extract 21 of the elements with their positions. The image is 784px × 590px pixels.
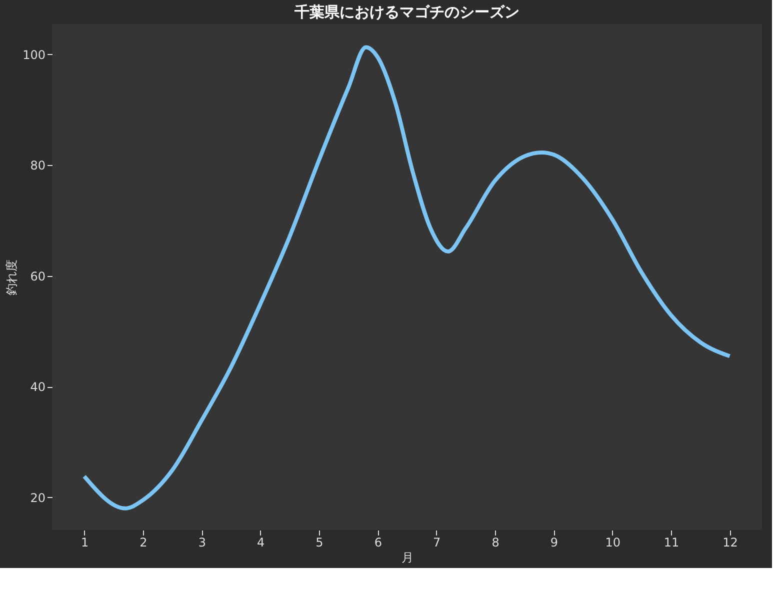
y-tick-label: 40 (30, 380, 46, 394)
x-tick-label: 5 (316, 536, 324, 550)
line-series (82, 45, 732, 510)
y-tick-label: 60 (30, 269, 46, 284)
x-tick-label: 8 (492, 536, 500, 550)
y-axis-title: 釣れ度 (4, 260, 19, 296)
y-tick-label: 100 (22, 48, 46, 62)
y-tick-label: 80 (30, 158, 46, 173)
chart-title: 千葉県におけるマゴチのシーズン (294, 3, 520, 21)
x-tick-label: 2 (140, 536, 148, 550)
x-tick-label: 9 (550, 536, 558, 550)
x-tick-label: 10 (605, 536, 621, 550)
x-tick-label: 6 (374, 536, 382, 550)
y-tick-label: 20 (30, 490, 46, 505)
x-tick-label: 3 (198, 536, 206, 550)
x-tick-label: 4 (256, 536, 265, 550)
x-axis-title: 月 (402, 550, 414, 564)
x-tick-label: 7 (433, 536, 441, 550)
x-tick-label: 1 (80, 536, 89, 550)
x-tick-label: 12 (722, 536, 738, 550)
x-tick-label: 11 (664, 536, 680, 550)
